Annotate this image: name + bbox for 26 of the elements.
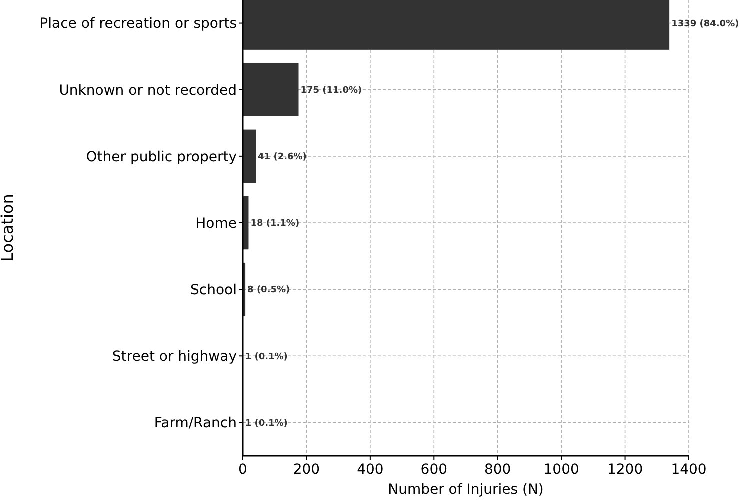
data-label: 8 (0.5%) [248, 286, 290, 296]
x-tick-label: 400 [357, 462, 384, 478]
y-tick-label: Street or highway [112, 349, 237, 366]
y-tick-label: Unknown or not recorded [59, 82, 237, 99]
data-label: 175 (11.0%) [300, 86, 362, 96]
bar [243, 130, 256, 184]
data-label: 1339 (84.0%) [672, 19, 740, 30]
x-tick-label: 1200 [607, 462, 644, 478]
data-label: 41 (2.6%) [258, 152, 307, 163]
x-tick-label: 200 [293, 462, 320, 478]
y-tick-label: Place of recreation or sports [40, 16, 237, 32]
y-tick-label: Farm/Ranch [154, 416, 237, 432]
x-tick-label: 1000 [544, 462, 580, 478]
y-tick-label: School [190, 282, 237, 298]
bar [243, 63, 299, 116]
x-axis-title: Number of Injuries (N) [388, 482, 544, 498]
x-tick-label: 600 [420, 462, 448, 478]
x-tick-label: 0 [238, 462, 248, 478]
x-tick-label: 1400 [671, 462, 707, 478]
data-label: 1 (0.1%) [245, 352, 288, 362]
y-axis-title: Location [0, 194, 17, 262]
y-tick-label: Home [196, 216, 237, 232]
data-label: 1 (0.1%) [245, 418, 288, 429]
x-tick-label: 800 [484, 462, 512, 478]
data-label: 18 (1.1%) [250, 219, 300, 230]
y-tick-label: Other public property [86, 149, 237, 166]
